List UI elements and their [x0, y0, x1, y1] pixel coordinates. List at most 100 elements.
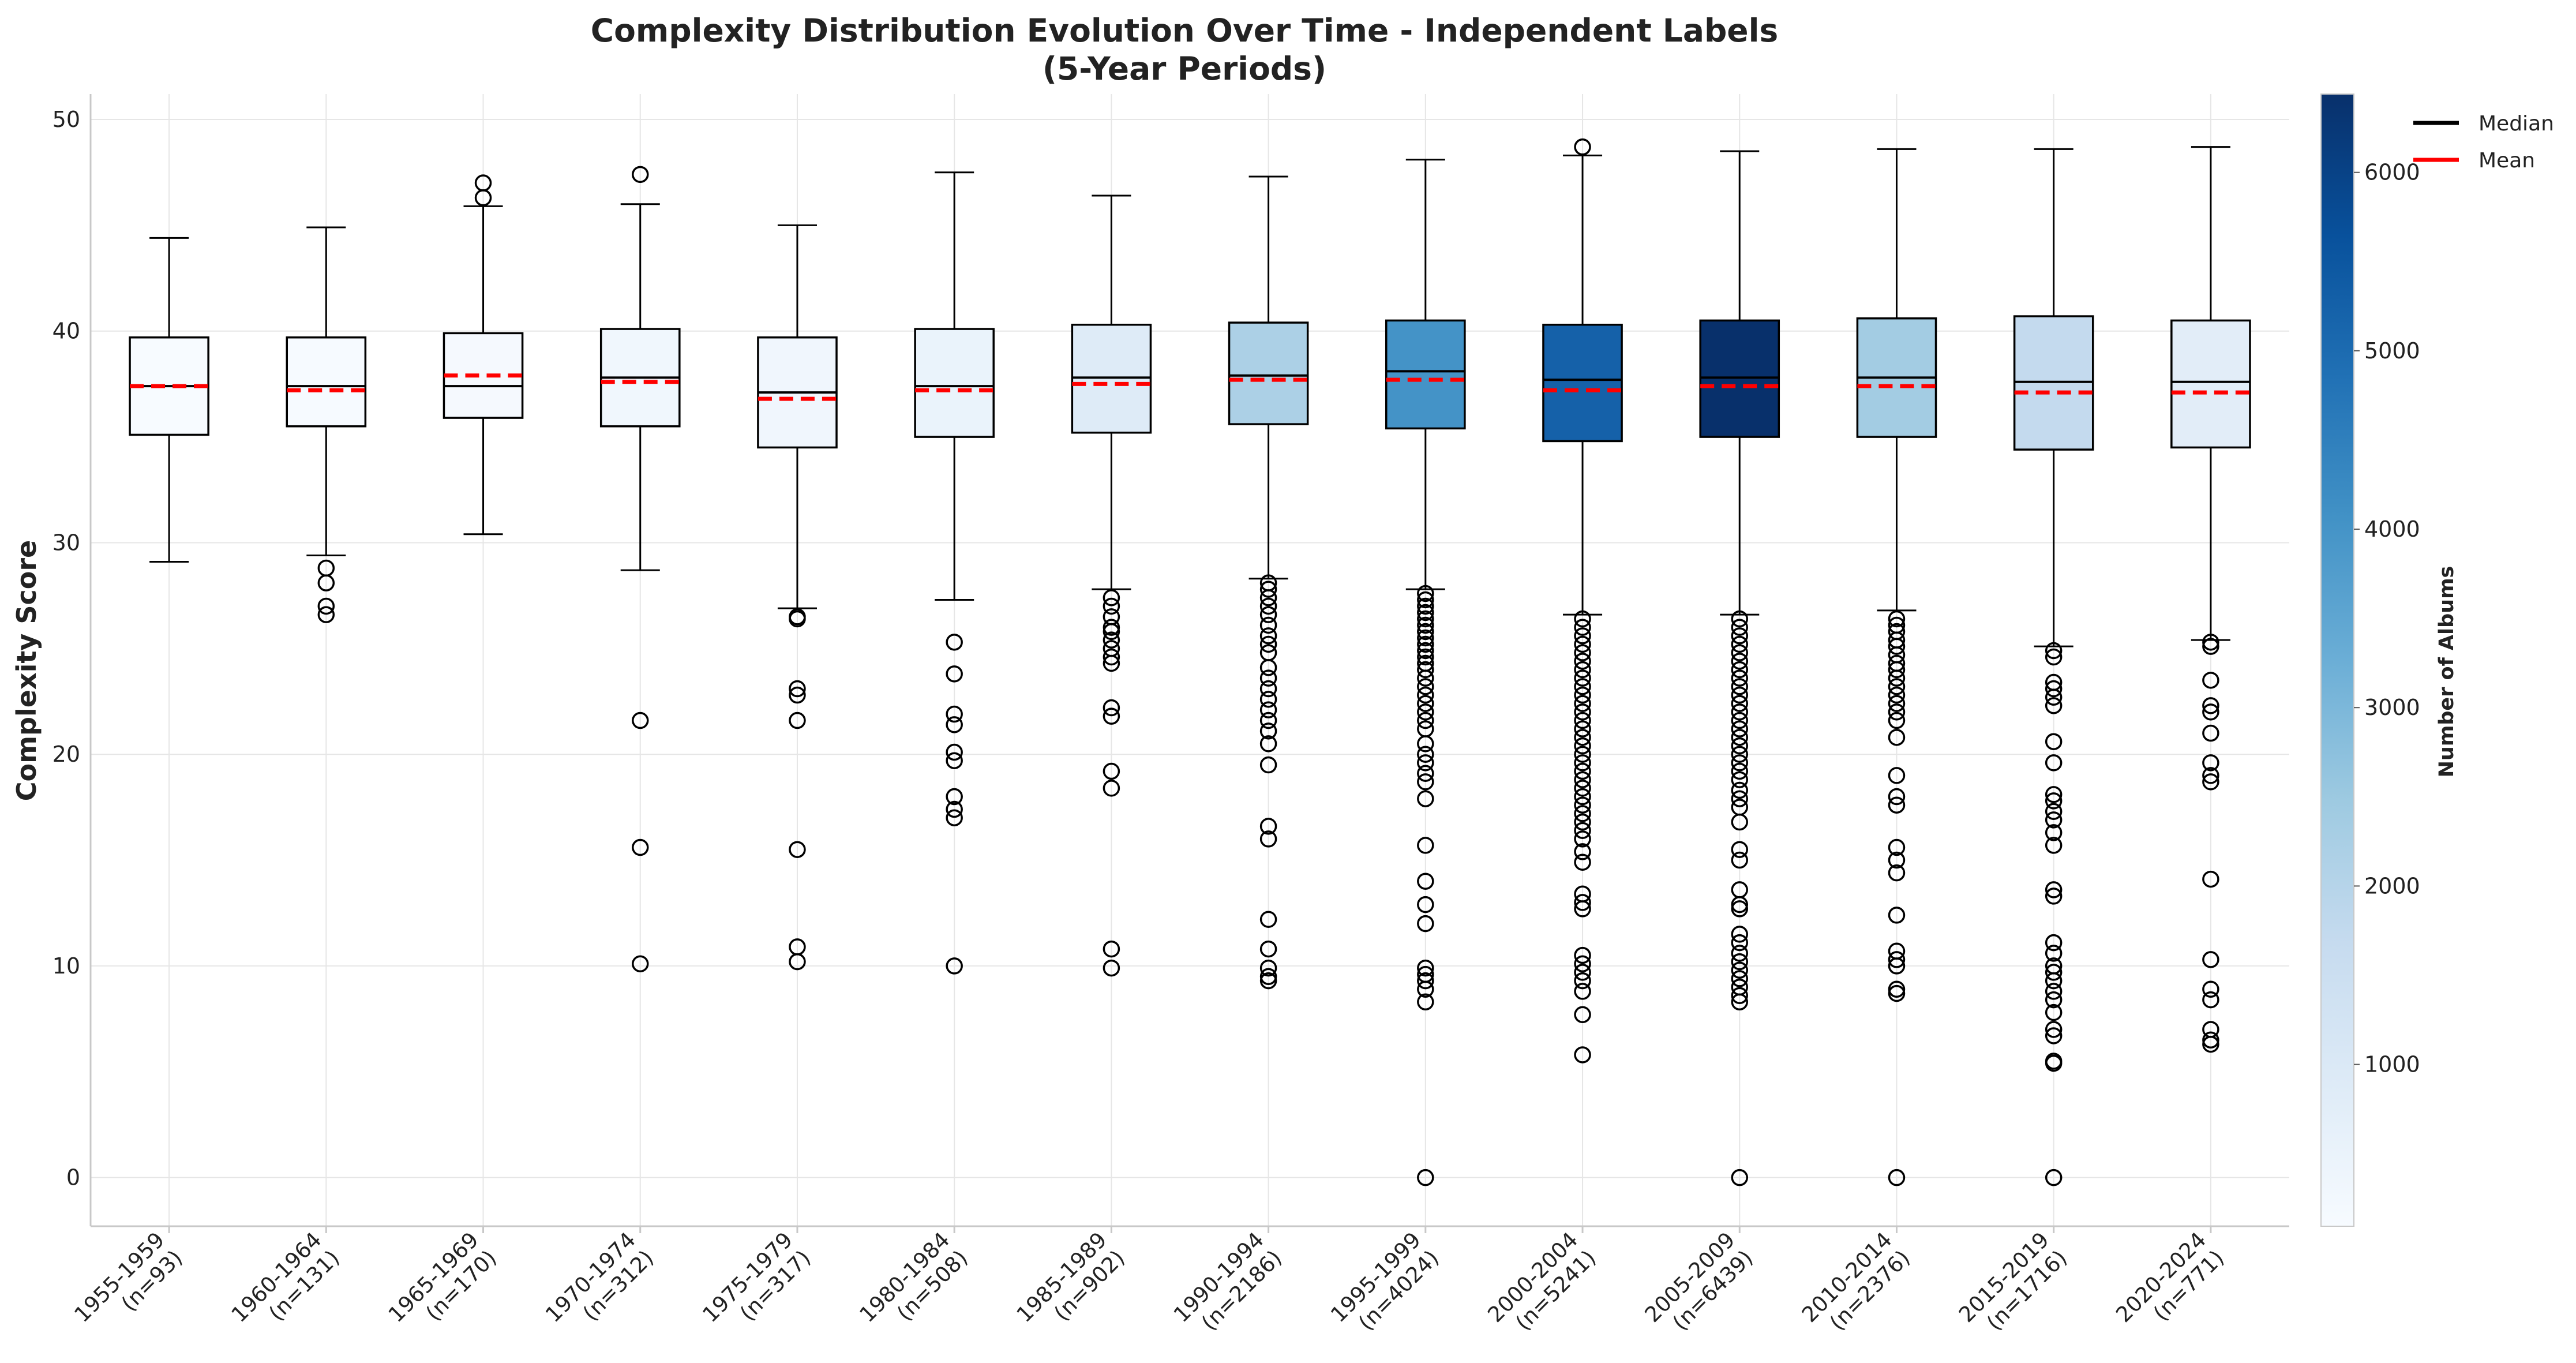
outlier-point [1731, 771, 1748, 788]
outlier-point [2202, 754, 2219, 772]
outlier-point [1103, 654, 1120, 672]
outlier-point [2045, 972, 2063, 990]
outlier-point [1259, 589, 1277, 606]
colorbar: 1000 2000 3000 4000 5000 6000 [2320, 93, 2420, 1227]
outlier-point [789, 686, 806, 704]
outlier-point [1574, 627, 1591, 645]
y-tick-labels: 0 10 20 30 40 50 [53, 107, 80, 1190]
outlier-point [2045, 688, 2063, 706]
outlier-point [317, 606, 335, 623]
outlier-point [1574, 678, 1591, 695]
outlier-point [1417, 610, 1434, 628]
outlier-point [946, 957, 963, 975]
outlier-point [1731, 737, 1748, 755]
outlier-point [2045, 888, 2063, 905]
outlier-point [1731, 851, 1748, 869]
outlier-point [632, 838, 649, 856]
outlier-point [1888, 1169, 1906, 1186]
outlier-point [1417, 597, 1434, 615]
outlier-point [1731, 953, 1748, 971]
outlier-point [1731, 900, 1748, 918]
outlier-point [1888, 767, 1906, 784]
outlier-point [1574, 729, 1591, 746]
outlier-point [2045, 1054, 2063, 1072]
outlier-point [1731, 644, 1748, 661]
outlier-point [1259, 669, 1277, 687]
outlier-point [1574, 703, 1591, 721]
outlier-point [1574, 686, 1591, 704]
outlier-point [1259, 735, 1277, 752]
outlier-point [1731, 720, 1748, 737]
outlier-point [1574, 762, 1591, 780]
outlier-point [1888, 788, 1906, 806]
box-plot-group [1856, 148, 1937, 1186]
box-plot-group [1071, 194, 1152, 977]
outlier-point [1417, 712, 1434, 729]
colorbar-bar [2320, 93, 2354, 1227]
outlier-point [1574, 712, 1591, 729]
outlier-point [789, 680, 806, 698]
outlier-point [1417, 773, 1434, 791]
outlier-point [1259, 940, 1277, 958]
outlier-point [1417, 1169, 1434, 1186]
outlier-point [317, 574, 335, 591]
outlier-point [1417, 604, 1434, 621]
outlier-point [2045, 1027, 2063, 1044]
outlier-point [1731, 712, 1748, 729]
outlier-point [2202, 697, 2219, 714]
outlier-point [1731, 970, 1748, 987]
outlier-point [1731, 635, 1748, 653]
outlier-point [317, 597, 335, 615]
outlier-point [1417, 695, 1434, 712]
outlier-point [1731, 686, 1748, 704]
outlier-point [1259, 659, 1277, 676]
outlier-point [2202, 638, 2219, 655]
outlier-point [1259, 627, 1277, 645]
y-tick-label: 40 [53, 319, 80, 344]
outlier-point [1731, 961, 1748, 979]
colorbar-tick-label: 4000 [2364, 516, 2420, 542]
outlier-point [1417, 972, 1434, 990]
outlier-point [1259, 818, 1277, 835]
outlier-point [1417, 837, 1434, 854]
outlier-point [2045, 964, 2063, 981]
outlier-point [1259, 756, 1277, 774]
outlier-point [1417, 661, 1434, 679]
outlier-point [1417, 915, 1434, 933]
colorbar-label: Number of Albums [2435, 566, 2458, 778]
outlier-point [1574, 822, 1591, 839]
outlier-point [946, 634, 963, 651]
y-tick-label: 10 [53, 953, 80, 979]
outlier-point [2045, 991, 2063, 1009]
outlier-point [2202, 672, 2219, 689]
outlier-point [1731, 669, 1748, 687]
outlier-point [1259, 701, 1277, 718]
outlier-point [1888, 838, 1906, 856]
outlier-point [1574, 955, 1591, 973]
y-tick-label: 20 [53, 742, 80, 767]
outlier-point [2045, 945, 2063, 962]
outlier-point [1259, 830, 1277, 848]
outlier-point [1888, 686, 1906, 704]
outlier-point [1574, 695, 1591, 712]
outlier-point [1417, 959, 1434, 977]
outlier-point [1103, 597, 1120, 615]
outlier-point [1888, 796, 1906, 814]
box-iqr [1228, 321, 1309, 425]
box-plots [129, 138, 2251, 1186]
outlier-point [632, 955, 649, 973]
outlier-point [1417, 746, 1434, 763]
outlier-point [1574, 669, 1591, 687]
box-plot-group [1228, 175, 1309, 990]
outlier-point [1574, 900, 1591, 918]
outlier-point [1731, 754, 1748, 772]
outlier-point [1574, 796, 1591, 814]
outlier-point [1888, 951, 1906, 968]
outlier-point [1731, 661, 1748, 679]
outlier-point [2045, 642, 2063, 660]
outlier-point [2202, 773, 2219, 791]
outlier-point [946, 800, 963, 818]
outlier-point [1574, 946, 1591, 964]
outlier-point [946, 743, 963, 761]
